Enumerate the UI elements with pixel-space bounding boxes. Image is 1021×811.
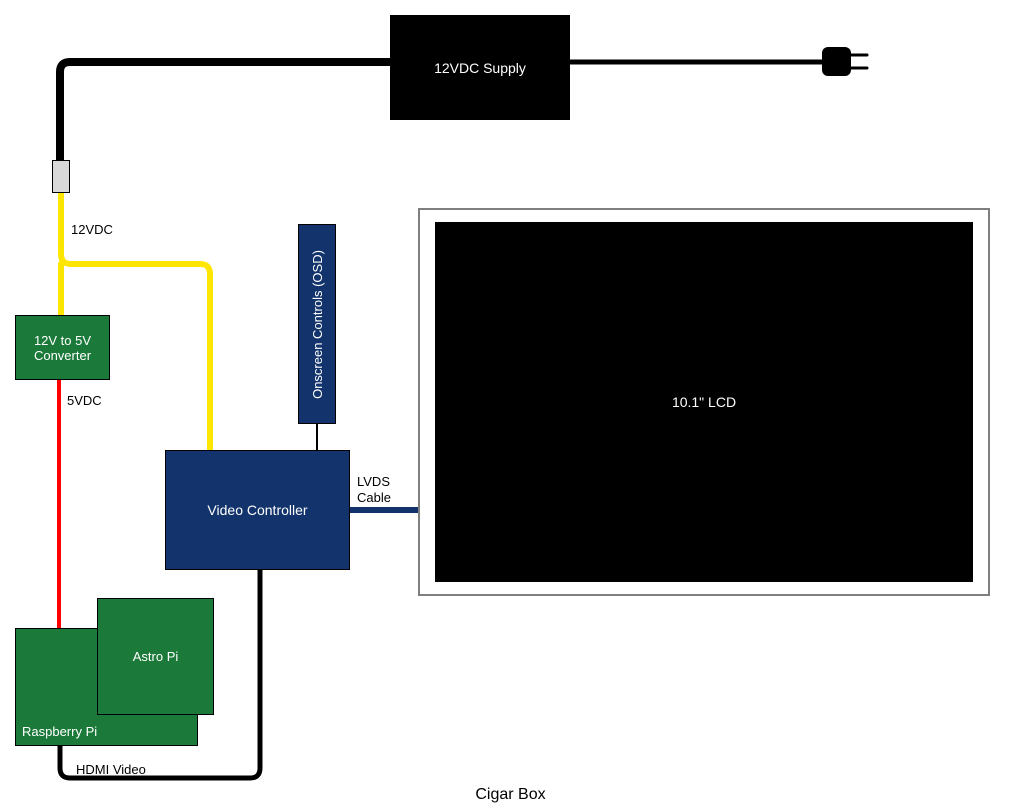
osd-box: Onscreen Controls (OSD): [298, 224, 336, 424]
cigar-box-label: Cigar Box: [0, 786, 1021, 804]
astro-pi-box: Astro Pi: [97, 598, 214, 715]
label-12vdc: 12VDC: [71, 222, 113, 237]
video-controller-label: Video Controller: [207, 502, 307, 518]
label-5vdc: 5VDC: [67, 393, 102, 408]
video-controller-box: Video Controller: [165, 450, 350, 570]
lcd-label: 10.1" LCD: [672, 394, 736, 410]
mains-cable: [60, 62, 390, 160]
astro-pi-label: Astro Pi: [133, 649, 179, 664]
connector-box: [52, 160, 70, 193]
osd-label: Onscreen Controls (OSD): [310, 250, 325, 399]
plug-icon: [822, 47, 851, 76]
diagram-stage: Cigar Box 12VDC Supply 12V to 5V Convert…: [0, 0, 1021, 811]
lcd-screen: 10.1" LCD: [435, 222, 973, 582]
converter-box: 12V to 5V Converter: [15, 315, 110, 380]
supply-label: 12VDC Supply: [434, 60, 526, 76]
converter-label: 12V to 5V Converter: [34, 333, 91, 363]
label-lvds: LVDS Cable: [357, 474, 391, 505]
raspberry-pi-label: Raspberry Pi: [22, 724, 97, 739]
supply-box: 12VDC Supply: [390, 15, 570, 120]
label-hdmi: HDMI Video: [76, 762, 146, 777]
